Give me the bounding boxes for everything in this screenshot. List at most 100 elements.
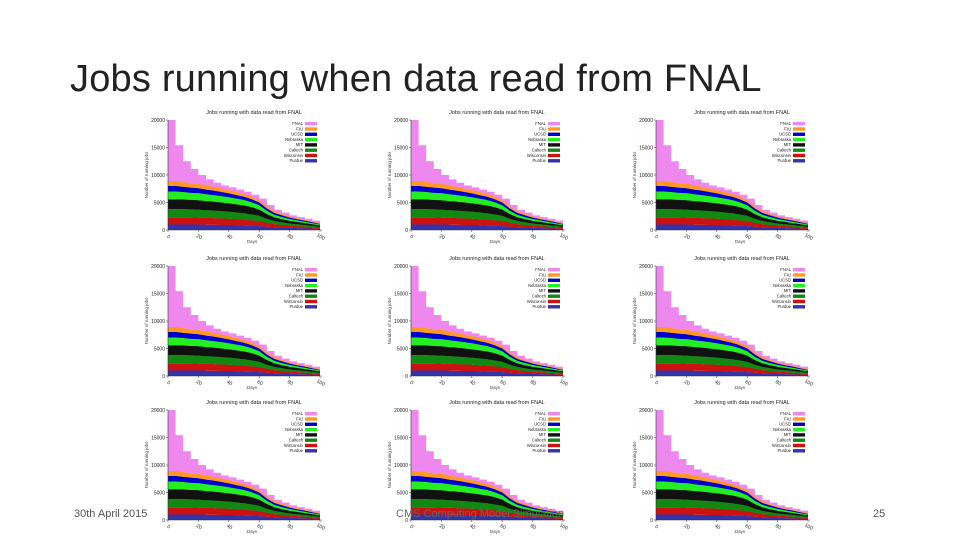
y-tick-label: 0: [162, 518, 165, 524]
x-tick-label: 60: [499, 523, 507, 531]
legend-label: Nebraska: [773, 283, 792, 288]
legend-swatch: [305, 289, 317, 293]
x-tick-label: 20: [438, 379, 446, 387]
x-tick-label: 80: [286, 379, 294, 387]
chart-svg: Jobs running with data read from FNAL 0 50…: [387, 256, 569, 390]
x-tick-label: 40: [225, 233, 233, 241]
legend-label: Purdue: [289, 158, 303, 163]
legend-label: FIU: [784, 126, 791, 131]
y-axis-label: Number of running jobs: [632, 441, 637, 489]
x-tick-label: 100: [558, 378, 568, 387]
x-tick-label: 80: [774, 233, 782, 241]
y-tick-label: 0: [405, 228, 408, 234]
legend-swatch: [305, 148, 317, 152]
x-tick-label: 20: [438, 523, 446, 531]
x-axis-label: Days: [490, 239, 501, 244]
chart-title: Jobs running with data read from FNAL: [206, 400, 302, 406]
legend-label: FNAL: [292, 411, 303, 416]
legend-label: FIU: [296, 126, 303, 131]
legend-label: Caltech: [532, 148, 547, 153]
legend-swatch: [793, 412, 805, 416]
area-series-wisconsin: [411, 217, 563, 229]
x-tick-label: 60: [256, 523, 264, 531]
chart-svg: Jobs running with data read from FNAL 0 50…: [387, 110, 569, 244]
legend-swatch: [793, 417, 805, 421]
legend-swatch: [305, 433, 317, 437]
legend-label: Wisconsin: [284, 443, 304, 448]
legend-swatch: [548, 294, 560, 298]
area-series-caltech: [168, 209, 320, 228]
x-tick-label: 20: [683, 379, 691, 387]
x-tick-label: 20: [195, 523, 203, 531]
area-series-wisconsin: [656, 363, 808, 375]
area-series-wisconsin: [656, 507, 808, 519]
y-tick-label: 5000: [642, 201, 653, 207]
y-tick-label: 0: [162, 374, 165, 380]
y-tick-label: 5000: [642, 491, 653, 497]
legend-label: FNAL: [292, 121, 303, 126]
footer-date: 30th April 2015: [74, 508, 148, 520]
legend-swatch: [793, 443, 805, 448]
legend-label: Purdue: [777, 448, 791, 453]
x-tick-label: 100: [315, 522, 325, 531]
x-tick-label: 40: [225, 379, 233, 387]
area-series-purdue: [168, 370, 320, 376]
legend-swatch: [548, 438, 560, 442]
area-series-purdue: [411, 514, 563, 520]
legend-swatch: [305, 422, 317, 426]
area-series-fnal: [168, 410, 320, 514]
chart-title: Jobs running with data read from FNAL: [206, 256, 302, 262]
y-axis-label: Number of running jobs: [144, 441, 149, 489]
legend-label: MIT: [784, 288, 792, 293]
area-series-purdue: [656, 514, 808, 520]
legend-swatch: [793, 305, 805, 309]
x-tick-label: 80: [529, 523, 537, 531]
x-tick-label: 80: [774, 523, 782, 531]
x-axis-label: Days: [247, 529, 258, 534]
legend-label: UCSD: [534, 278, 546, 283]
legend-swatch: [305, 159, 317, 163]
area-series-fnal: [168, 266, 320, 370]
legend-label: UCSD: [291, 278, 303, 283]
legend-swatch: [548, 122, 560, 126]
slide-title: Jobs running when data read from FNAL: [70, 58, 762, 100]
area-series-purdue: [168, 224, 320, 230]
y-axis-label: Number of running jobs: [387, 297, 392, 345]
y-tick-label: 5000: [154, 201, 165, 207]
legend-swatch: [305, 294, 317, 298]
legend-swatch: [305, 127, 317, 131]
legend-swatch: [548, 268, 560, 272]
chart-title: Jobs running with data read from FNAL: [449, 110, 545, 116]
y-tick-label: 15000: [151, 436, 165, 442]
area-series-caltech: [168, 355, 320, 374]
x-tick-label: 100: [803, 232, 813, 241]
y-tick-label: 0: [650, 518, 653, 524]
legend-swatch: [305, 273, 317, 277]
y-axis-label: Number of running jobs: [144, 151, 149, 199]
legend-label: UCSD: [779, 278, 791, 283]
legend-label: Caltech: [289, 148, 304, 153]
area-series-wisconsin: [168, 507, 320, 519]
legend-swatch: [793, 294, 805, 298]
area-series-purdue: [168, 514, 320, 520]
x-tick-label: 40: [468, 233, 476, 241]
legend-label: Purdue: [532, 304, 546, 309]
x-tick-label: 0: [654, 234, 660, 241]
chart-title: Jobs running with data read from FNAL: [449, 400, 545, 406]
y-axis-label: Number of running jobs: [144, 297, 149, 345]
x-tick-label: 80: [529, 379, 537, 387]
area-series-mit: [411, 489, 563, 517]
y-tick-label: 15000: [394, 292, 408, 298]
legend-label: FNAL: [535, 411, 546, 416]
legend-label: FNAL: [535, 121, 546, 126]
legend-swatch: [548, 278, 560, 282]
y-axis-label: Number of running jobs: [387, 441, 392, 489]
legend-swatch: [793, 283, 805, 288]
x-tick-label: 100: [315, 232, 325, 241]
legend-label: Purdue: [289, 448, 303, 453]
chart-panel-3: Jobs running with data read from FNAL 0 50…: [628, 104, 850, 244]
legend-label: MIT: [539, 142, 547, 147]
legend-label: Purdue: [532, 158, 546, 163]
legend-label: MIT: [539, 288, 547, 293]
x-tick-label: 60: [744, 523, 752, 531]
